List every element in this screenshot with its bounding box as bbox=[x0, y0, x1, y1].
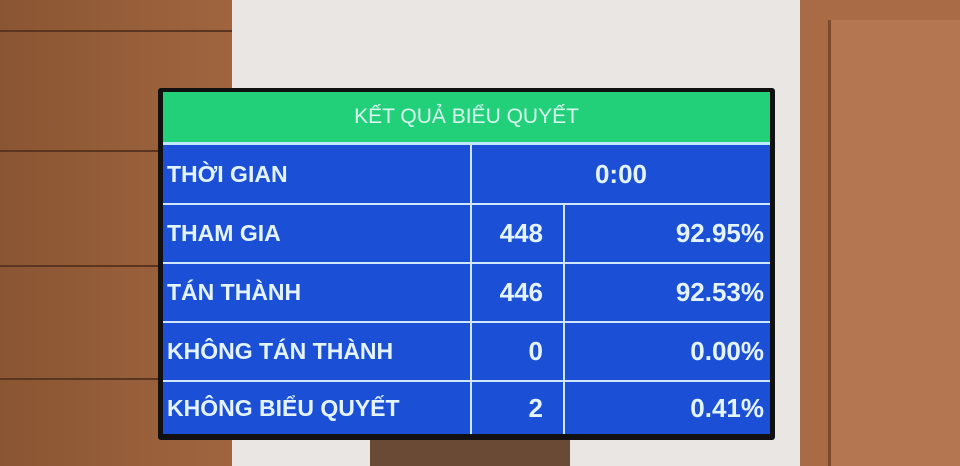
results-title: KẾT QUẢ BIỂU QUYẾT bbox=[163, 92, 770, 145]
row-count: 446 bbox=[470, 264, 563, 321]
time-label: THỜI GIAN bbox=[167, 160, 288, 187]
table-row: THAM GIA 448 92.95% bbox=[163, 205, 770, 264]
row-label: TÁN THÀNH bbox=[167, 279, 302, 305]
time-row: THỜI GIAN 0:00 bbox=[163, 145, 770, 205]
row-percent: 92.95% bbox=[563, 205, 770, 262]
time-value: 0:00 bbox=[470, 145, 770, 203]
table-row: KHÔNG BIỂU QUYẾT 2 0.41% bbox=[163, 382, 770, 434]
display-screen: KẾT QUẢ BIỂU QUYẾT THỜI GIAN 0:00 THAM G… bbox=[158, 88, 775, 440]
row-percent: 92.53% bbox=[563, 264, 770, 321]
row-count: 448 bbox=[470, 205, 563, 262]
row-percent: 0.41% bbox=[563, 382, 770, 434]
vote-results-panel: KẾT QUẢ BIỂU QUYẾT THỜI GIAN 0:00 THAM G… bbox=[163, 92, 770, 434]
table-row: TÁN THÀNH 446 92.53% bbox=[163, 264, 770, 323]
row-count: 2 bbox=[470, 382, 563, 434]
row-count: 0 bbox=[470, 323, 563, 380]
row-percent: 0.00% bbox=[563, 323, 770, 380]
row-label: KHÔNG TÁN THÀNH bbox=[167, 338, 394, 364]
screen-stand bbox=[370, 438, 570, 466]
door-panel bbox=[828, 20, 960, 466]
row-label: KHÔNG BIỂU QUYẾT bbox=[167, 394, 400, 421]
row-label: THAM GIA bbox=[167, 220, 281, 246]
table-row: KHÔNG TÁN THÀNH 0 0.00% bbox=[163, 323, 770, 382]
